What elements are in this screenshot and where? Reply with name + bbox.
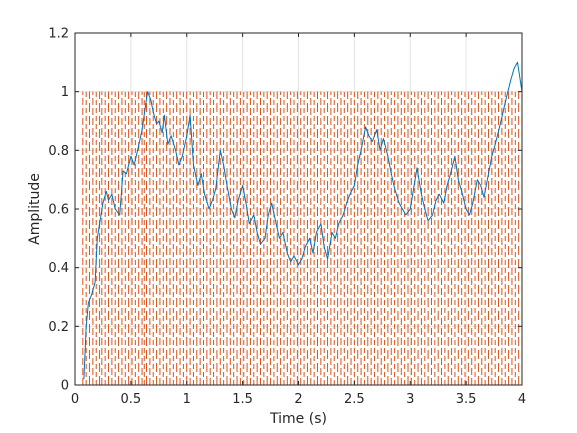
axis-ticks: 0 0.5 1 1.5 2 2.5 3 3.5 4 0 0.2 0.4 0.6 0.8 1 1.2 xyxy=(48,27,526,408)
y-tick-label-5: 1 xyxy=(61,85,69,100)
x-tick-label-7: 3.5 xyxy=(456,392,477,407)
x-tick-label-0: 0 xyxy=(71,392,79,407)
y-tick-label-0: 0 xyxy=(61,379,69,394)
y-tick-label-1: 0.2 xyxy=(48,320,69,335)
y-tick-label-4: 0.8 xyxy=(48,144,69,159)
x-tick-label-3: 1.5 xyxy=(232,392,253,407)
x-tick-label-4: 2 xyxy=(294,392,302,407)
y-axis-label: Amplitude xyxy=(27,173,43,245)
x-axis-label: Time (s) xyxy=(269,411,327,427)
y-tick-label-2: 0.4 xyxy=(48,261,69,276)
x-tick-label-2: 1 xyxy=(183,392,191,407)
y-tick-label-3: 0.6 xyxy=(48,203,69,218)
y-tick-label-6: 1.2 xyxy=(48,27,69,42)
amplitude-line xyxy=(83,61,523,380)
x-tick-label-8: 4 xyxy=(518,392,526,407)
line-series xyxy=(83,61,523,380)
x-tick-label-5: 2.5 xyxy=(344,392,365,407)
x-tick-label-6: 3 xyxy=(406,392,414,407)
x-tick-label-1: 0.5 xyxy=(121,392,142,407)
